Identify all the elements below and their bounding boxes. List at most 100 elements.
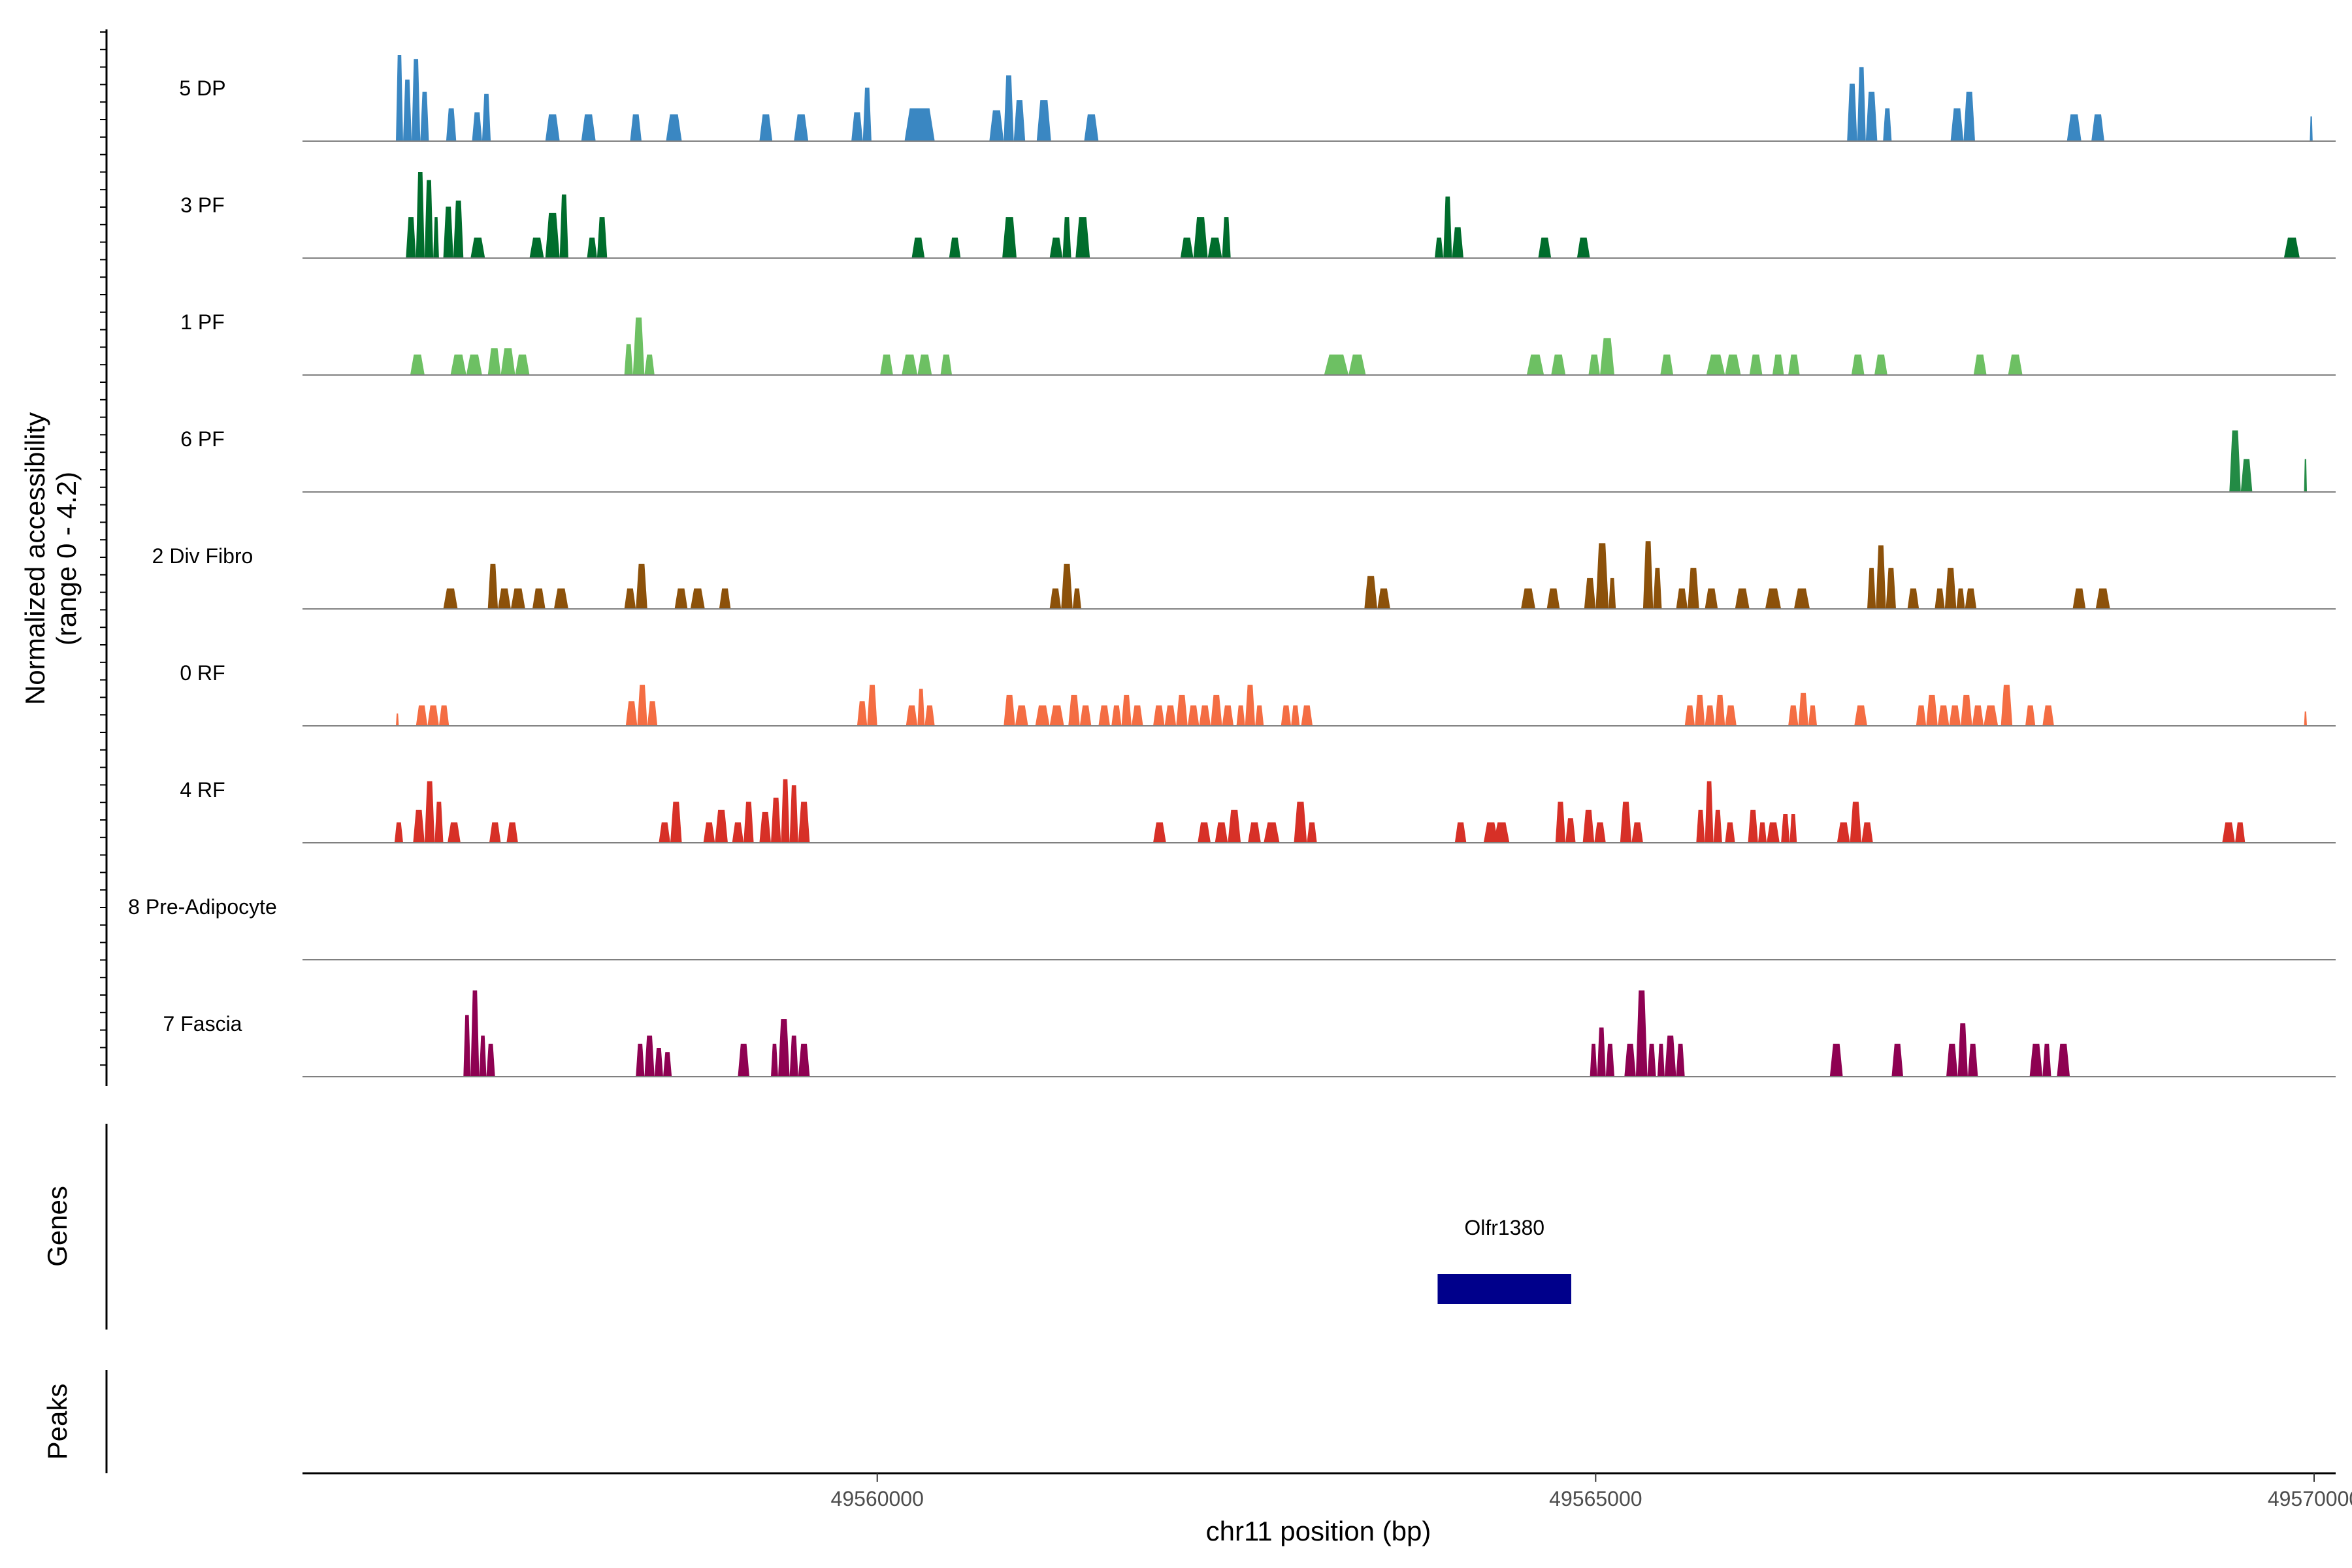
coverage-peak	[412, 59, 421, 141]
coverage-peak	[1883, 108, 1892, 141]
coverage-peak	[1851, 354, 1865, 375]
coverage-peak	[2240, 459, 2253, 492]
coverage-peak	[1725, 822, 1735, 843]
coverage-peak	[624, 344, 633, 375]
coverage-peak	[463, 1015, 471, 1077]
y-axis-title-group: Normalized accessibility (range 0 - 4.2)	[20, 412, 82, 705]
coverage-peak	[647, 701, 658, 726]
coverage-peak	[2304, 459, 2307, 492]
coverage-peak	[1676, 1043, 1685, 1077]
coverage-peak	[1647, 1043, 1656, 1077]
coverage-peak	[924, 705, 935, 726]
coverage-peak	[1248, 822, 1261, 843]
coverage-peak	[1443, 196, 1452, 258]
x-tick-label: 49570000	[2268, 1487, 2352, 1511]
gene-body	[1437, 1274, 1571, 1304]
coverage-peak	[2025, 705, 2036, 726]
coverage-peak	[1748, 809, 1758, 843]
coverage-peak	[2283, 237, 2300, 258]
coverage-peak	[1696, 809, 1705, 843]
coverage-peak	[1950, 108, 1964, 141]
genes-panel: Olfr1380	[1437, 1216, 1571, 1304]
coverage-peak	[674, 588, 688, 609]
coverage-peak	[1153, 705, 1165, 726]
coverage-peak	[1590, 1043, 1597, 1077]
coverage-peak	[1236, 705, 1245, 726]
x-axis-title: chr11 position (bp)	[1206, 1516, 1431, 1546]
coverage-peak	[1595, 543, 1609, 609]
coverage-peak	[880, 354, 893, 375]
coverage-peak	[1891, 1043, 1903, 1077]
coverage-peak	[732, 822, 744, 843]
coverage-peak	[904, 108, 935, 141]
coverage-peak	[1180, 237, 1194, 258]
coverage-peak	[1705, 781, 1714, 843]
coverage-peak	[1837, 822, 1850, 843]
coverage-peak	[1798, 693, 1808, 726]
coverage-peak	[1435, 237, 1444, 258]
track-3-pf: 3 PF	[180, 172, 2336, 259]
coverage-peak	[1735, 588, 1750, 609]
coverage-peak	[1688, 568, 1699, 609]
coverage-peak	[2057, 1043, 2070, 1077]
coverage-tracks: 5 DP 3 PF 1 PF 6 PF 2 Div Fibro 0 RF 4 RF 8 Pre…	[128, 55, 2336, 1077]
coverage-peak	[1965, 588, 1977, 609]
coverage-peak	[1907, 588, 1919, 609]
track-label: 0 RF	[180, 661, 225, 685]
coverage-peak	[1635, 990, 1648, 1077]
coverage-peak	[1788, 354, 1800, 375]
coverage-peak	[453, 201, 464, 258]
coverage-peak	[1049, 237, 1063, 258]
coverage-peak	[470, 237, 485, 258]
coverage-peak	[2310, 116, 2313, 141]
coverage-peak	[1657, 1043, 1665, 1077]
coverage-peak	[654, 1048, 663, 1077]
coverage-peak	[1348, 354, 1366, 375]
coverage-peak	[1854, 705, 1867, 726]
coverage-peak	[1874, 354, 1887, 375]
track-label: 4 RF	[180, 778, 225, 802]
coverage-peak	[1935, 588, 1945, 609]
coverage-peak	[1946, 1043, 1958, 1077]
coverage-peak	[1004, 75, 1014, 141]
coverage-peak	[1132, 705, 1143, 726]
coverage-peak	[2042, 705, 2054, 726]
coverage-peak	[1013, 100, 1026, 141]
coverage-peak	[1324, 354, 1349, 375]
coverage-peak	[1176, 694, 1188, 726]
coverage-peak	[1631, 822, 1643, 843]
track-label: 1 PF	[180, 310, 225, 334]
coverage-peak	[1228, 809, 1241, 843]
coverage-peak	[587, 237, 597, 258]
coverage-peak	[1926, 694, 1938, 726]
coverage-peak	[1211, 694, 1222, 726]
coverage-peak	[545, 212, 560, 258]
coverage-peak	[1957, 1023, 1968, 1077]
coverage-peak	[510, 588, 525, 609]
coverage-peak	[420, 91, 429, 141]
coverage-peak	[940, 354, 953, 375]
coverage-peak	[443, 206, 453, 258]
coverage-peak	[396, 55, 403, 141]
coverage-peak	[438, 705, 449, 726]
coverage-peak	[1281, 705, 1292, 726]
coverage-peak	[466, 354, 482, 375]
track-label: 5 DP	[179, 76, 225, 100]
coverage-peak	[1198, 822, 1211, 843]
coverage-peak	[1829, 1043, 1843, 1077]
coverage-peak	[906, 705, 918, 726]
coverage-peak	[1111, 705, 1122, 726]
track-label: 8 Pre-Adipocyte	[128, 895, 277, 919]
coverage-peak	[644, 1036, 655, 1077]
coverage-peak	[446, 108, 457, 141]
coverage-peak	[1789, 814, 1797, 843]
coverage-peak	[862, 88, 872, 141]
coverage-peak	[1605, 1043, 1614, 1077]
coverage-peak	[2304, 711, 2307, 726]
coverage-peak	[771, 797, 781, 843]
coverage-peak	[624, 588, 636, 609]
coverage-peak	[1857, 67, 1866, 141]
track-1-pf: 1 PF	[180, 310, 2336, 376]
coverage-peak	[486, 1043, 495, 1077]
